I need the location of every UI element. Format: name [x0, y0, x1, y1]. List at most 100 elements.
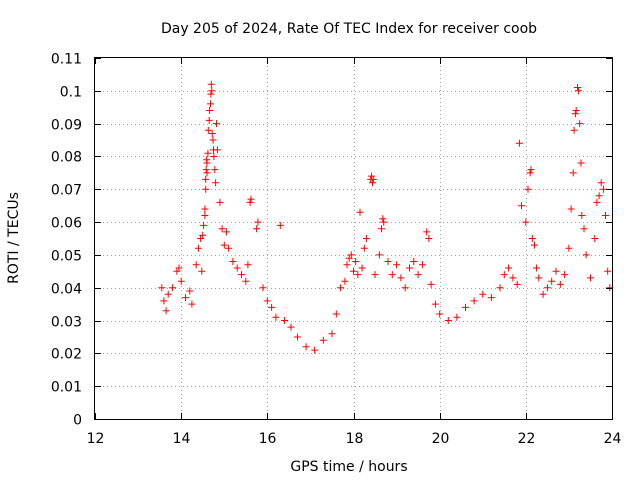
data-point — [418, 261, 426, 269]
data-point — [211, 166, 219, 174]
data-point — [202, 166, 210, 174]
data-point — [360, 244, 368, 252]
data-point — [229, 258, 237, 265]
data-point — [213, 146, 221, 154]
data-point — [158, 284, 166, 292]
chart-title: Day 205 of 2024, Rate Of TEC Index for r… — [161, 21, 537, 37]
data-point — [527, 166, 535, 174]
x-tick-label: 12 — [87, 431, 105, 447]
data-point — [595, 192, 603, 200]
data-point — [294, 333, 301, 341]
data-point — [524, 185, 532, 193]
x-tick-label: 22 — [518, 431, 536, 447]
data-point — [220, 241, 228, 249]
data-point — [208, 87, 216, 95]
data-point — [570, 126, 578, 134]
data-point — [556, 280, 564, 288]
y-tick-label: 0.08 — [51, 150, 82, 166]
data-point — [535, 274, 543, 282]
data-point — [574, 87, 582, 95]
y-tick-label: 0.07 — [51, 183, 82, 199]
data-point — [192, 261, 200, 269]
data-point — [182, 294, 189, 302]
data-point — [311, 346, 319, 354]
data-point — [548, 277, 556, 285]
data-point — [425, 235, 433, 242]
data-point — [423, 228, 431, 236]
data-point — [515, 139, 523, 147]
data-point — [496, 284, 504, 292]
data-point — [212, 179, 220, 187]
data-point — [470, 297, 478, 305]
x-tick-label: 20 — [432, 431, 450, 447]
data-point — [337, 284, 345, 292]
data-point — [552, 267, 560, 275]
data-point — [406, 264, 413, 272]
y-tick-label: 0.06 — [51, 216, 82, 232]
data-point — [528, 235, 536, 242]
y-tick-label: 0.01 — [51, 380, 82, 396]
data-point — [218, 225, 226, 233]
data-point — [397, 274, 405, 282]
data-point — [246, 198, 254, 206]
data-point — [350, 267, 357, 275]
data-point — [436, 310, 444, 318]
data-point — [198, 267, 206, 275]
data-point — [462, 303, 469, 311]
data-point — [201, 212, 209, 219]
data-point — [199, 231, 207, 239]
data-point — [242, 277, 250, 285]
data-point — [253, 225, 261, 233]
data-point — [587, 274, 594, 282]
data-point — [202, 185, 210, 193]
data-point — [574, 84, 581, 91]
y-tick-label: 0.04 — [51, 282, 82, 298]
data-point — [162, 307, 170, 315]
data-point — [393, 261, 401, 269]
data-point — [539, 290, 547, 298]
data-point — [164, 290, 172, 298]
data-point — [358, 264, 366, 272]
data-point — [205, 116, 213, 124]
data-point — [582, 251, 590, 259]
data-point — [354, 271, 362, 279]
data-point — [247, 195, 255, 203]
data-point — [169, 284, 177, 292]
data-point — [207, 100, 214, 108]
data-point — [207, 90, 215, 98]
data-point — [272, 313, 280, 321]
data-point — [203, 169, 211, 177]
data-point — [276, 221, 284, 229]
data-point — [401, 284, 409, 292]
data-point — [204, 126, 212, 134]
y-axis-label: ROTI / TECUs — [6, 192, 22, 284]
data-point — [238, 271, 245, 279]
y-tick-label: 0.05 — [51, 249, 82, 265]
data-point — [571, 110, 579, 118]
data-point — [356, 208, 364, 216]
data-point — [509, 274, 517, 282]
x-tick-label: 24 — [604, 431, 622, 447]
x-tick-label: 18 — [346, 431, 364, 447]
data-point — [369, 175, 377, 183]
data-point — [233, 264, 241, 272]
data-point — [209, 136, 217, 144]
data-point — [431, 300, 439, 308]
data-point — [533, 264, 541, 272]
data-point — [577, 159, 585, 167]
data-point — [378, 225, 385, 233]
x-tick-label: 14 — [173, 431, 191, 447]
data-points — [158, 80, 614, 354]
data-point — [328, 330, 336, 338]
data-point — [518, 202, 525, 210]
data-point — [259, 284, 267, 292]
data-point — [160, 297, 168, 305]
axis-ticks: 12 14 16 18 20 22 24 0 0.01 0.02 0.03 0.04 0.05 0.06 0… — [51, 52, 622, 448]
data-point — [414, 271, 422, 279]
plot-frame — [94, 57, 613, 420]
data-point — [347, 251, 355, 259]
data-point — [599, 185, 607, 193]
data-point — [302, 343, 310, 351]
data-point — [203, 159, 211, 167]
